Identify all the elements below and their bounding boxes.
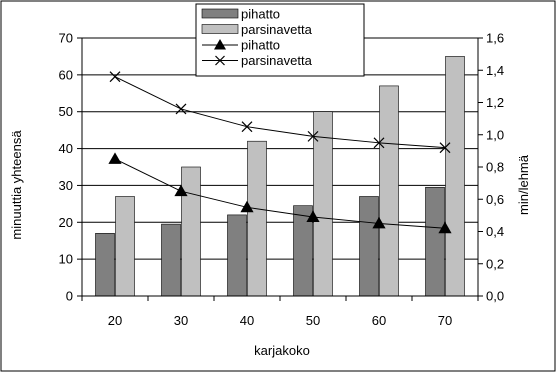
x-tick-label: 20	[108, 313, 122, 328]
bar-parsinavetta-20	[115, 196, 135, 297]
y-right-tick-label: 1,0	[486, 127, 504, 142]
y-axis-right-label: min/lehmä	[516, 154, 531, 215]
point-parsinavetta-60	[373, 137, 385, 149]
x-marker-stroke	[307, 130, 319, 142]
line-parsinavetta	[114, 76, 446, 149]
point-parsinavetta-20	[109, 71, 121, 83]
y-left-tick-label: 50	[59, 104, 73, 119]
bar-parsinavetta-40	[247, 140, 267, 297]
x-marker-stroke	[109, 71, 121, 83]
x-marker-stroke	[439, 142, 451, 154]
y-right-tick-label: 0,2	[486, 256, 504, 271]
point-pihatto-60	[372, 216, 386, 229]
point-pihatto-20	[108, 152, 122, 164]
line-pihatto	[114, 158, 446, 229]
bar-pihatto-20	[95, 233, 115, 297]
x-marker-stroke	[175, 103, 187, 115]
x-tick-label: 30	[174, 313, 188, 328]
y-left-tick-label: 70	[59, 31, 73, 46]
legend-label: parsinavetta	[241, 53, 313, 68]
point-pihatto-30	[174, 184, 188, 197]
y-right-tick-label: 0,4	[486, 224, 504, 239]
x-tick-label: 50	[306, 313, 320, 328]
bar-parsinavetta-30	[181, 166, 201, 297]
y-left-tick-label: 40	[59, 141, 73, 156]
y-right-tick-label: 0,6	[486, 192, 504, 207]
y-right-tick-label: 1,6	[486, 31, 504, 46]
point-parsinavetta-50	[307, 130, 319, 142]
legend-marker-parsinavetta	[215, 55, 225, 66]
y-left-tick-label: 30	[59, 178, 73, 193]
legend-swatch-parsinavetta	[201, 24, 239, 34]
bar-pihatto-40	[227, 214, 247, 297]
point-pihatto-70	[438, 221, 452, 234]
lines	[108, 71, 452, 234]
y-left-tick-label: 20	[59, 215, 73, 230]
point-parsinavetta-70	[439, 142, 451, 154]
bars	[95, 56, 465, 297]
legend-label: parsinavetta	[241, 22, 313, 37]
point-parsinavetta-40	[241, 121, 253, 133]
x-axis-label: karjakoko	[254, 343, 310, 358]
y-right-tick-label: 1,2	[486, 95, 504, 110]
y-axis-left-label: minuuttia yhteensä	[9, 130, 24, 240]
y-left-tick-label: 0	[66, 289, 73, 304]
bar-parsinavetta-60	[379, 85, 399, 297]
bar-pihatto-70	[425, 186, 445, 297]
y-left-tick-label: 60	[59, 67, 73, 82]
legend-swatch-pihatto	[201, 8, 239, 19]
y-left-tick-label: 10	[59, 252, 73, 267]
legend-label: pihatto	[241, 7, 280, 22]
point-pihatto-40	[240, 200, 254, 213]
x-tick-label: 70	[438, 313, 452, 328]
x-tick-label: 40	[240, 313, 254, 328]
y-right-tick-label: 0,8	[486, 160, 504, 175]
bar-parsinavetta-70	[445, 56, 465, 297]
bar-pihatto-30	[161, 223, 181, 297]
legend-label: pihatto	[241, 38, 280, 53]
x-marker-stroke	[373, 137, 385, 149]
axes: 0 10 20 30 40 50 60 70 0,0 0,2 0,4 0,6 0,8 1,0 1,2 1,4 1…	[59, 31, 505, 329]
legend-marker-pihatto	[214, 39, 226, 50]
y-right-tick-label: 1,4	[486, 63, 504, 78]
x-marker-stroke	[215, 55, 225, 66]
point-pihatto-50	[306, 210, 320, 222]
bar-pihatto-60	[359, 196, 379, 297]
y-right-tick-label: 0,0	[486, 289, 504, 304]
x-marker-stroke	[241, 121, 253, 133]
x-tick-label: 60	[372, 313, 386, 328]
point-parsinavetta-30	[175, 103, 187, 115]
